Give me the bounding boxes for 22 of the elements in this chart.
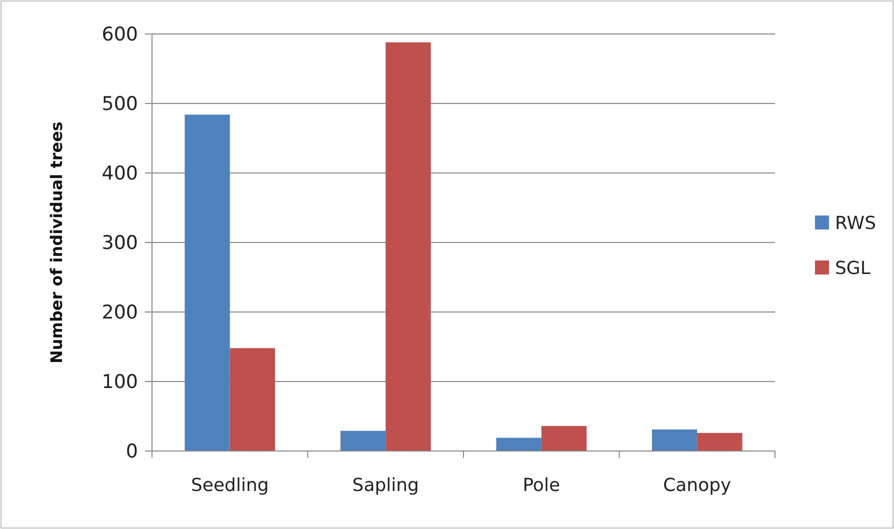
x-tick-label: Seedling (190, 475, 269, 496)
y-tick-label: 0 (126, 440, 138, 463)
y-tick-label: 600 (102, 24, 138, 46)
y-tick-label: 200 (102, 302, 138, 324)
bar (652, 429, 698, 451)
bar (386, 42, 431, 451)
bar (340, 430, 386, 451)
y-tick-label: 300 (102, 232, 138, 254)
y-tick-label: 500 (102, 93, 138, 116)
bar (184, 114, 230, 451)
x-tick-label: Pole (522, 475, 560, 496)
y-axis-title: Number of individual trees (47, 122, 66, 364)
x-tick-label: Sapling (352, 475, 419, 496)
legend-label: RWS (835, 212, 876, 234)
x-tick-label: Canopy (663, 475, 732, 496)
bar (230, 348, 276, 451)
y-tick-label: 100 (102, 371, 138, 394)
bar (697, 432, 742, 451)
legend-label: SGL (835, 258, 870, 279)
bar (496, 438, 542, 451)
y-tick-label: 400 (102, 162, 138, 185)
bar (541, 426, 587, 451)
